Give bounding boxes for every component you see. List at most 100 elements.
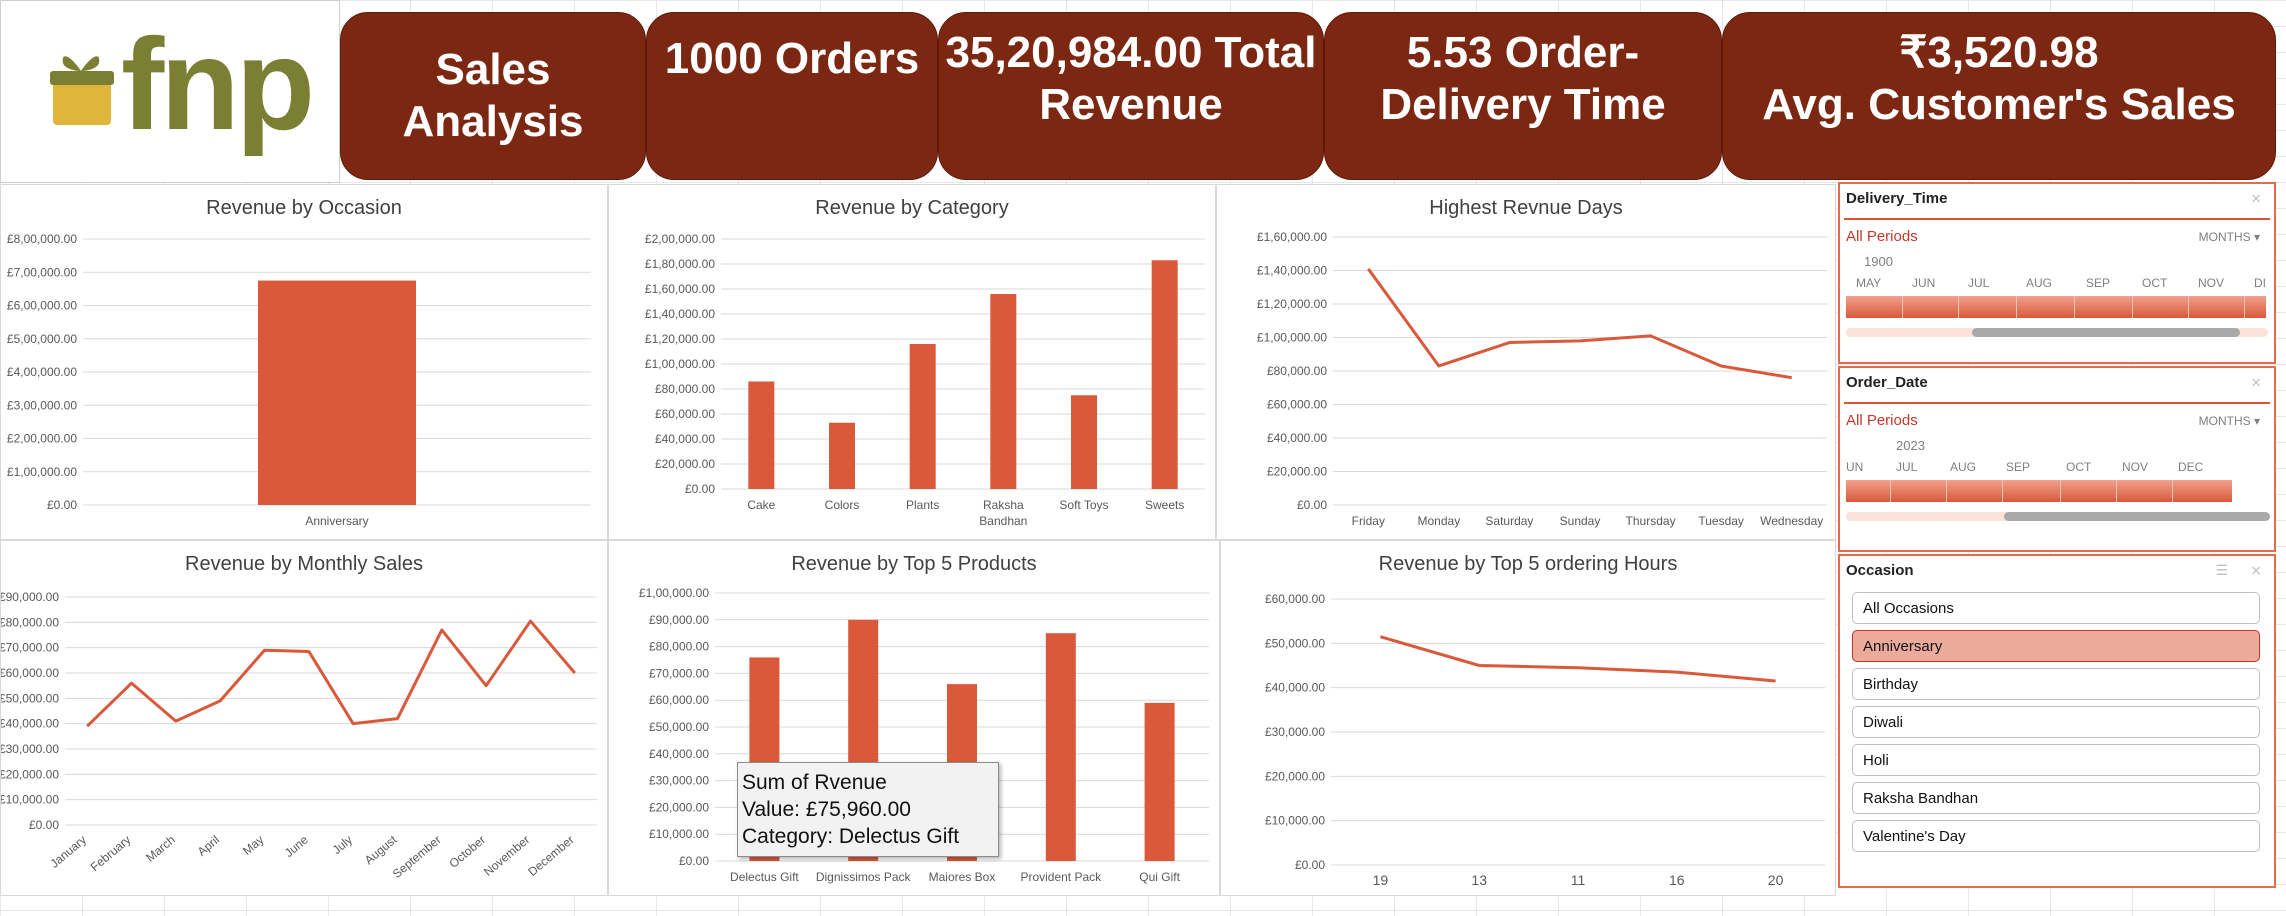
kpi-revenue-line2: Revenue: [1039, 80, 1223, 129]
x-tick-label: Anniversary: [305, 514, 368, 528]
y-tick-label: £0.00: [29, 818, 59, 832]
y-tick-label: £0.00: [679, 854, 709, 868]
y-tick-label: £60,000.00: [1, 666, 59, 680]
slicer-item-diwali[interactable]: Diwali: [1852, 706, 2260, 738]
month-label: SEP: [2086, 276, 2111, 290]
y-tick-label: £1,80,000.00: [645, 257, 715, 271]
x-tick-label: September: [390, 833, 444, 881]
bar[interactable]: [258, 280, 416, 505]
chart-revenue-by-top5-hours[interactable]: Revenue by Top 5 ordering Hours £0.00 £10…: [1220, 540, 1836, 896]
series-line[interactable]: [1379, 635, 1776, 683]
kpi-total-revenue: 35,20,984.00 Total Revenue: [938, 12, 1324, 180]
timeline-delivery-time[interactable]: Delivery_Time ⨯ All Periods MONTHS ▾ 190…: [1838, 182, 2276, 364]
chart-highest-revenue-days[interactable]: Highest Revnue Days £0.00 £20,000.00 £40,0…: [1216, 184, 1836, 540]
gift-box-icon: [50, 56, 114, 125]
period-label[interactable]: All Periods: [1846, 412, 1918, 429]
y-tick-label: £90,000.00: [649, 613, 709, 627]
y-tick-label: £50,000.00: [1, 691, 59, 705]
y-tick-label: £20,000.00: [649, 800, 709, 814]
bar[interactable]: [990, 294, 1017, 489]
clear-filter-icon[interactable]: ⨯: [2250, 562, 2262, 578]
x-tick-label: Wednesday: [1760, 514, 1823, 528]
y-tick-label: £70,000.00: [1, 641, 59, 655]
chart-title: Highest Revnue Days: [1429, 197, 1623, 219]
series-line[interactable]: [1367, 267, 1792, 380]
y-tick-label: £0.00: [1295, 858, 1325, 872]
x-tick-label: February: [88, 833, 134, 875]
chart-revenue-by-occasion[interactable]: Revenue by Occasion £0.00 £1,00,000.00 £2,…: [0, 184, 608, 540]
slicer-item-raksha-bandhan[interactable]: Raksha Bandhan: [1852, 782, 2260, 814]
y-tick-label: £5,00,000.00: [7, 332, 77, 346]
x-tick-label: Qui Gift: [1139, 870, 1180, 884]
x-tick-label: Raksha: [983, 498, 1024, 512]
chart-title: Revenue by Monthly Sales: [185, 553, 423, 575]
month-label: NOV: [2198, 276, 2225, 290]
y-tick-label: £1,00,000.00: [7, 465, 77, 479]
timeline-months: MAY JUN JUL AUG SEP OCT NOV DI: [1846, 276, 2268, 290]
slicer-item-anniversary[interactable]: Anniversary: [1852, 630, 2260, 662]
x-tick-label: Colors: [825, 498, 860, 512]
timeline-scrollbar[interactable]: [1846, 512, 2270, 521]
bar[interactable]: [1151, 260, 1178, 489]
logo-text: fnp: [121, 11, 315, 157]
y-tick-label: £8,00,000.00: [7, 232, 77, 246]
chart-title: Revenue by Top 5 ordering Hours: [1378, 553, 1678, 575]
y-tick-label: £10,000.00: [649, 827, 709, 841]
y-tick-label: £2,00,000.00: [645, 232, 715, 246]
chart-revenue-by-category[interactable]: Revenue by Category £0.00 £20,000.00 £40,0…: [608, 184, 1216, 540]
timeline-selection-bar[interactable]: [1846, 480, 2232, 502]
bar[interactable]: [1144, 702, 1175, 861]
month-label: JUN: [1912, 276, 1936, 290]
time-level-label: MONTHS: [2198, 230, 2251, 244]
kpi-sales-analysis: Sales Analysis: [340, 12, 646, 180]
time-level-dropdown[interactable]: MONTHS ▾: [2199, 230, 2260, 244]
slicer-item-birthday[interactable]: Birthday: [1852, 668, 2260, 700]
bar[interactable]: [1071, 395, 1097, 489]
bar[interactable]: [748, 381, 775, 490]
time-level-dropdown[interactable]: MONTHS ▾: [2199, 414, 2260, 428]
y-tick-label: £40,000.00: [655, 432, 715, 446]
chevron-down-icon: ▾: [2253, 230, 2260, 244]
month-label: DEC: [2178, 460, 2204, 474]
chart-revenue-by-monthly-sales[interactable]: Revenue by Monthly Sales £0.00 £10,000.00…: [0, 540, 608, 896]
y-tick-label: £3,00,000.00: [7, 398, 77, 412]
slicer-item-all-occasions[interactable]: All Occasions: [1852, 592, 2260, 624]
scrollbar-thumb[interactable]: [2004, 512, 2270, 521]
bar[interactable]: [909, 344, 936, 489]
timeline-selection-bar[interactable]: [1846, 296, 2266, 318]
y-tick-label: £1,40,000.00: [645, 307, 715, 321]
chart-title: Revenue by Top 5 Products: [791, 553, 1037, 575]
y-tick-label: £1,40,000.00: [1257, 264, 1327, 278]
timeline-scrollbar[interactable]: [1846, 328, 2268, 337]
bar[interactable]: [1045, 633, 1076, 861]
y-tick-label: £7,00,000.00: [7, 265, 77, 279]
kpi-revenue-line1: 35,20,984.00 Total: [945, 28, 1317, 77]
bar[interactable]: [829, 422, 855, 489]
month-label: DI: [2254, 276, 2266, 290]
month-label: SEP: [2006, 460, 2031, 474]
y-tick-label: £30,000.00: [1, 742, 59, 756]
y-tick-label: £10,000.00: [1, 793, 59, 807]
multi-select-icon[interactable]: ☰: [2215, 562, 2228, 578]
y-tick-label: £0.00: [685, 482, 715, 496]
y-tick-label: £40,000.00: [1, 717, 59, 731]
scrollbar-thumb[interactable]: [1972, 328, 2240, 337]
x-tick-label: December: [525, 833, 576, 879]
y-tick-label: £30,000.00: [1265, 725, 1325, 739]
timeline-order-date[interactable]: Order_Date ⨯ All Periods MONTHS ▾ 2023 U…: [1838, 366, 2276, 552]
month-label: UN: [1846, 460, 1864, 474]
x-tick-label: May: [240, 833, 266, 858]
y-tick-label: £40,000.00: [1265, 681, 1325, 695]
y-tick-label: £1,20,000.00: [1257, 297, 1327, 311]
slicer-item-holi[interactable]: Holi: [1852, 744, 2260, 776]
y-tick-label: £70,000.00: [649, 666, 709, 680]
series-line[interactable]: [86, 619, 576, 728]
clear-filter-icon[interactable]: ⨯: [2250, 190, 2262, 206]
period-label[interactable]: All Periods: [1846, 228, 1918, 245]
x-tick-label: Saturday: [1485, 514, 1533, 528]
x-tick-label: Delectus Gift: [730, 870, 799, 884]
slicer-item-valentines-day[interactable]: Valentine's Day: [1852, 820, 2260, 852]
clear-filter-icon[interactable]: ⨯: [2250, 374, 2262, 390]
slicer-occasion[interactable]: Occasion ☰ ⨯ All Occasions Anniversary B…: [1838, 554, 2276, 888]
x-tick-label: 11: [1571, 872, 1586, 888]
